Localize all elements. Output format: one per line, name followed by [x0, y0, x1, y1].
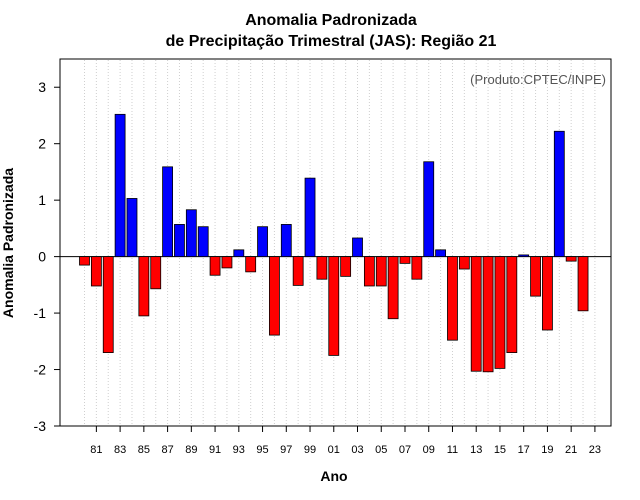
source-annotation: (Produto:CPTEC/INPE) — [470, 72, 606, 87]
bar-2002 — [340, 256, 352, 277]
bar-2022 — [577, 256, 589, 312]
x-axis: 81 83 85 87 89 91 93 95 97 99 01 03 05 07 09 11 13 15 17 19… — [90, 426, 601, 456]
bar-2017 — [518, 254, 530, 258]
bar-1991 — [209, 256, 221, 276]
x-tick-label: 21 — [565, 444, 577, 456]
x-tick-label: 95 — [256, 444, 268, 456]
chart-title: Anomalia Padronizada — [245, 12, 417, 29]
x-tick-label: 15 — [494, 444, 506, 456]
bar-2016 — [506, 256, 518, 353]
bar-2021 — [565, 256, 577, 262]
bar-2004 — [363, 256, 375, 287]
y-axis-label: Anomalia Padronizada — [0, 168, 16, 318]
x-tick-label: 11 — [447, 444, 458, 456]
x-tick-label: 87 — [161, 444, 173, 456]
bar-1990 — [197, 226, 209, 258]
bar-1980 — [79, 256, 90, 266]
bar-2007 — [399, 256, 411, 264]
gridlines — [84, 60, 596, 425]
y-tick-label: -3 — [34, 418, 47, 434]
bar-2014 — [482, 256, 494, 373]
y-tick-label: 1 — [38, 192, 46, 208]
bar-1981 — [90, 256, 102, 287]
x-tick-label: 17 — [518, 444, 530, 456]
bar-2006 — [387, 256, 399, 320]
bar-1997 — [280, 224, 292, 258]
x-tick-label: 99 — [304, 444, 316, 456]
x-tick-label: 91 — [209, 444, 221, 456]
bar-1988 — [174, 224, 185, 258]
x-tick-label: 83 — [114, 444, 126, 456]
bar-2019 — [542, 256, 553, 331]
bar-2020 — [553, 130, 565, 258]
bar-1999 — [304, 177, 316, 258]
bar-1987 — [162, 166, 173, 258]
bar-1986 — [150, 256, 162, 290]
y-tick-label: 0 — [38, 249, 46, 265]
bar-1992 — [221, 256, 233, 269]
x-tick-label: 85 — [138, 444, 150, 456]
x-tick-label: 93 — [233, 444, 245, 456]
bar-2013 — [470, 256, 482, 372]
bar-1995 — [257, 226, 268, 258]
bar-2001 — [328, 256, 340, 356]
bar-1985 — [138, 256, 150, 317]
x-axis-label: Ano — [320, 468, 347, 484]
bar-1989 — [185, 209, 197, 258]
x-tick-label: 05 — [375, 444, 387, 456]
bar-1996 — [269, 256, 280, 336]
chart-subtitle: de Precipitação Trimestral (JAS): Região… — [166, 33, 497, 50]
bar-2000 — [316, 256, 328, 280]
x-tick-label: 81 — [90, 444, 102, 456]
bar-2012 — [458, 256, 470, 270]
x-tick-label: 89 — [185, 444, 197, 456]
y-tick-label: -2 — [34, 362, 47, 378]
bar-1984 — [126, 198, 138, 258]
bar-2015 — [494, 256, 506, 369]
bar-2008 — [411, 256, 423, 280]
bar-2010 — [435, 249, 447, 258]
bar-1998 — [292, 256, 304, 286]
bar-2009 — [423, 161, 435, 258]
bar-2018 — [530, 256, 541, 297]
bar-1994 — [245, 256, 257, 273]
plot-frame — [59, 58, 612, 427]
x-tick-label: 23 — [589, 444, 601, 456]
x-tick-label: 09 — [423, 444, 435, 456]
x-tick-label: 97 — [280, 444, 292, 456]
x-tick-label: 19 — [541, 444, 553, 456]
x-tick-label: 13 — [470, 444, 482, 456]
x-tick-label: 03 — [351, 444, 363, 456]
bars — [79, 113, 589, 373]
bar-1983 — [114, 113, 126, 258]
y-tick-label: -1 — [34, 305, 47, 321]
bar-1982 — [102, 256, 114, 353]
bar-2003 — [352, 237, 363, 258]
bar-2011 — [447, 256, 458, 341]
x-tick-label: 07 — [399, 444, 411, 456]
bar-1993 — [233, 249, 245, 258]
y-tick-label: 3 — [38, 79, 46, 95]
y-axis: -3 -2 -1 0 1 2 3 — [34, 79, 60, 434]
x-tick-label: 01 — [328, 444, 340, 456]
y-tick-label: 2 — [38, 136, 46, 152]
bar-2005 — [375, 256, 387, 287]
